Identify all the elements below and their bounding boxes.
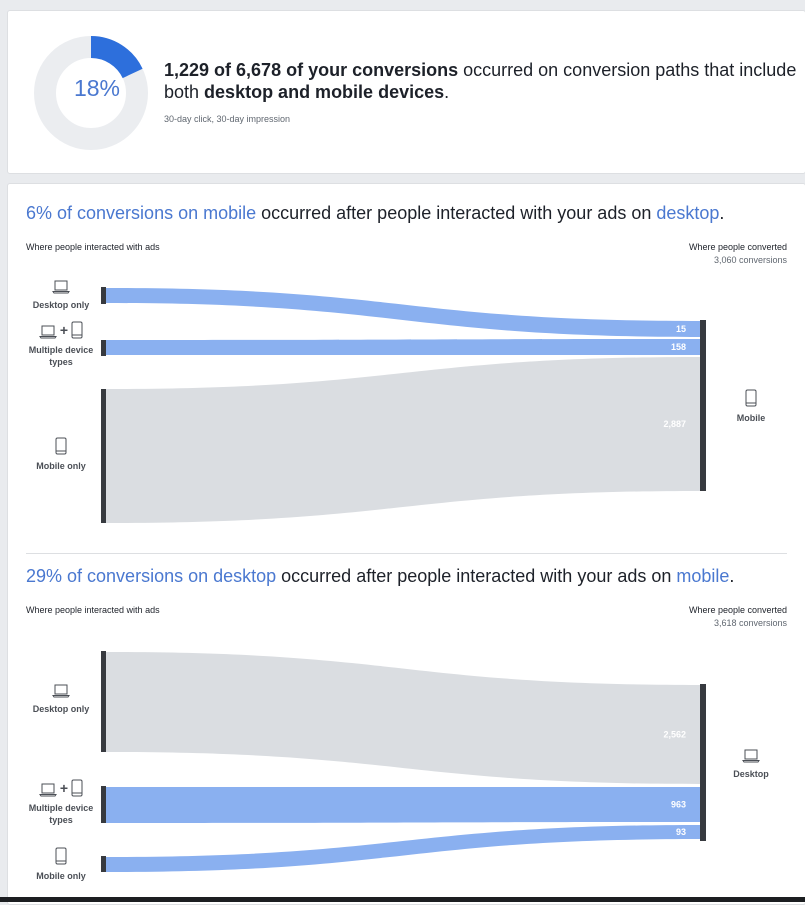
- summary-headline: 1,229 of 6,678 of your conversions occur…: [164, 59, 804, 103]
- attribution-window: 30-day click, 30-day impression: [164, 114, 291, 124]
- cross-device-card: 6% of conversions on mobile occurred aft…: [7, 183, 805, 905]
- source-label-text: Mobile only: [36, 461, 86, 471]
- headline-bold-devices: desktop and mobile devices: [204, 82, 445, 102]
- title-end: .: [719, 203, 725, 223]
- target-node-label: Desktop: [706, 749, 796, 780]
- flow-band[interactable]: [106, 825, 700, 872]
- target-node-bar: [700, 320, 706, 491]
- phone-icon: [16, 437, 106, 458]
- flow-band[interactable]: [106, 288, 700, 337]
- source-node-bar: [101, 340, 106, 356]
- source-label-text: Desktop only: [32, 300, 90, 310]
- title-highlight: 29% of conversions on desktop: [26, 566, 277, 586]
- flow-value-label: 2,887: [663, 419, 686, 429]
- flow-value-label: 158: [671, 342, 686, 352]
- laptop-icon: [16, 684, 106, 701]
- bottom-bar: [0, 897, 805, 902]
- sankey-charts: 15 158 2,887 2,562 963 93: [101, 287, 706, 872]
- chart1-right-header: Where people converted 3,060 conversions: [689, 241, 787, 267]
- title-text: occurred after people interacted with yo…: [256, 203, 657, 223]
- section-divider: [26, 553, 787, 554]
- title-highlight: mobile: [676, 566, 730, 586]
- source-label-text: Desktop only: [32, 704, 90, 714]
- target-node-label: Mobile: [706, 389, 796, 424]
- phone-icon: [16, 847, 106, 868]
- source-node-label: Desktop only: [16, 280, 106, 311]
- title-highlight: desktop: [656, 203, 720, 223]
- flow-band[interactable]: [106, 652, 700, 784]
- title-end: .: [729, 566, 735, 586]
- laptop-plus-phone-icon: +: [16, 779, 106, 800]
- percent-donut: [34, 36, 148, 150]
- laptop-icon: [16, 280, 106, 297]
- source-node-bar: [101, 856, 106, 872]
- chart2-right-header: Where people converted 3,618 conversions: [689, 604, 787, 630]
- right-header-label: Where people converted: [688, 605, 787, 615]
- percent-label: 18%: [73, 75, 121, 101]
- phone-icon: [706, 389, 796, 410]
- source-node-label: Mobile only: [16, 437, 106, 472]
- chart2-left-header: Where people interacted with ads: [26, 605, 160, 615]
- laptop-plus-phone-icon: +: [16, 321, 106, 342]
- title-highlight: 6% of conversions on mobile: [26, 203, 257, 223]
- headline-end: .: [444, 82, 450, 102]
- chart1-left-header: Where people interacted with ads: [26, 242, 160, 252]
- source-node-bar: [101, 651, 106, 752]
- source-label-text: Mobile only: [36, 871, 86, 881]
- flow-band[interactable]: [106, 357, 700, 523]
- headline-bold: 1,229 of 6,678 of your conversions: [164, 60, 459, 80]
- source-node-bar: [101, 287, 106, 304]
- source-node-bar: [101, 389, 106, 523]
- flow-value-label: 15: [676, 324, 686, 334]
- donut-arc: [90, 36, 143, 79]
- target-label-text: Desktop: [733, 769, 769, 779]
- flow-band[interactable]: [106, 787, 700, 823]
- source-label-text: Multiple device types: [28, 803, 94, 825]
- flow-value-label: 963: [671, 800, 686, 810]
- source-node-label: Mobile only: [16, 847, 106, 882]
- right-header-label: Where people converted: [688, 242, 787, 252]
- right-header-count: 3,618 conversions: [713, 618, 787, 628]
- summary-card: 18% 1,229 of 6,678 of your conversions o…: [7, 10, 805, 174]
- flow-value-label: 2,562: [663, 730, 686, 740]
- target-label-text: Mobile: [736, 413, 766, 423]
- chart2-title: 29% of conversions on desktop occurred a…: [26, 566, 734, 587]
- flow-value-label: 93: [676, 827, 686, 837]
- headline-text: occurred on conversion paths that includ…: [164, 60, 797, 102]
- source-label-text: Multiple device types: [28, 345, 94, 367]
- target-node-bar: [700, 684, 706, 841]
- chart1-title: 6% of conversions on mobile occurred aft…: [26, 203, 724, 224]
- flow-band[interactable]: [106, 339, 700, 355]
- source-node-bar: [101, 786, 106, 823]
- right-header-count: 3,060 conversions: [713, 255, 787, 265]
- source-node-label: Desktop only: [16, 684, 106, 715]
- source-node-label: + Multiple device types: [16, 321, 106, 368]
- laptop-icon: [706, 749, 796, 766]
- source-node-label: + Multiple device types: [16, 779, 106, 826]
- title-text: occurred after people interacted with yo…: [276, 566, 677, 586]
